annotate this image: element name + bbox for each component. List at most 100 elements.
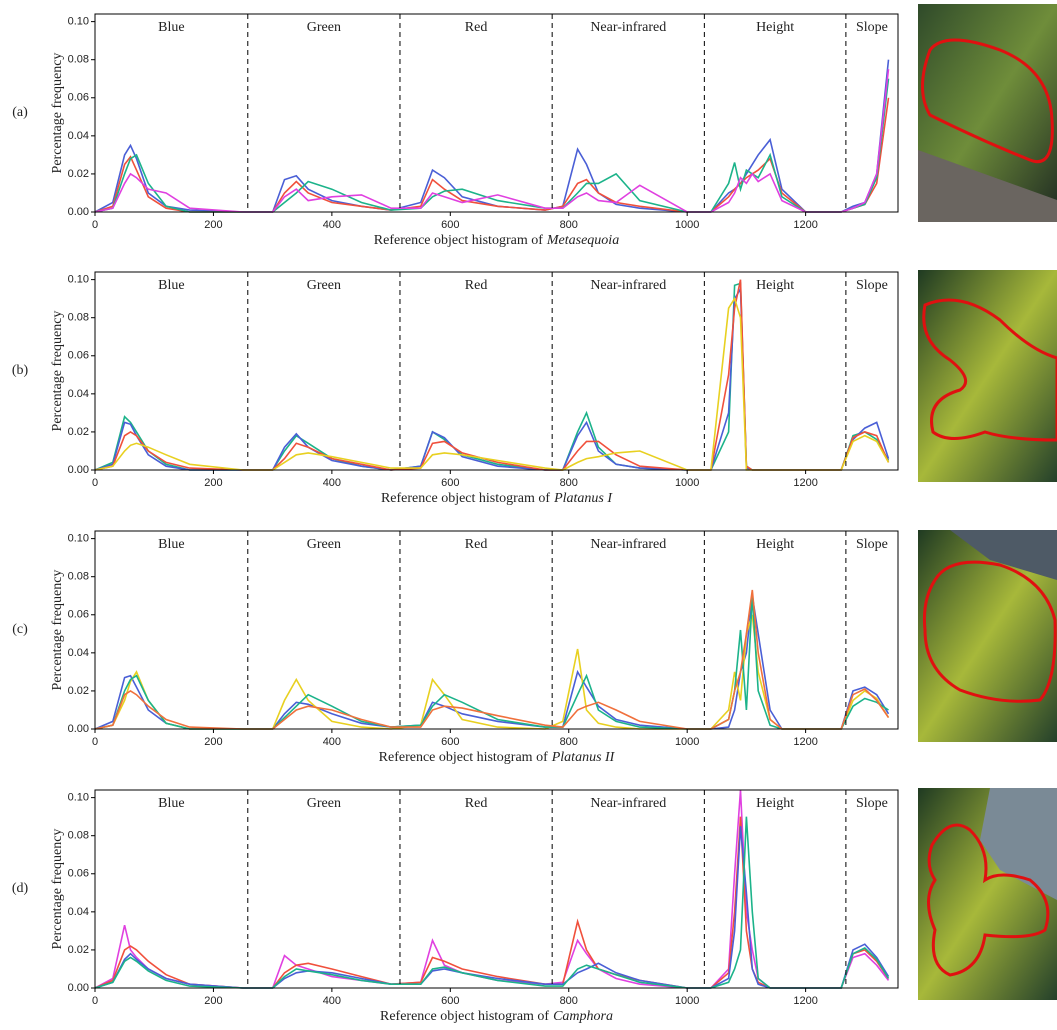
x-axis-label: Reference object histogram of Camphora [380,1009,613,1024]
species-name: Platanus I [553,491,613,506]
y-tick-label: 0.00 [68,464,89,476]
band-label: Slope [856,278,888,293]
x-tick-label: 0 [92,736,98,748]
data-line [94,589,890,730]
band-label: Height [756,20,794,35]
y-tick-label: 0.08 [68,571,89,583]
x-tick-label: 200 [204,995,222,1007]
band-label: Near-infrared [590,796,666,811]
x-tick-label: 1000 [675,219,699,231]
y-tick-label: 0.06 [68,868,89,880]
band-label: Blue [158,537,184,552]
band-label: Blue [158,278,184,293]
x-tick-label: 1200 [793,736,817,748]
plot-frame [94,789,899,989]
y-tick-label: 0.02 [68,944,89,956]
x-tick-label: 400 [323,219,341,231]
band-label: Slope [856,537,888,552]
x-axis-label-text: Reference object histogram of [380,1009,549,1024]
x-tick-label: 400 [323,736,341,748]
y-tick-label: 0.02 [68,426,89,438]
x-tick-label: 600 [441,477,459,489]
band-label: Near-infrared [590,20,666,35]
y-axis-label: Percentage frequency [50,311,65,432]
plot-frame [94,271,899,471]
x-tick-label: 400 [323,995,341,1007]
x-axis-label-text: Reference object histogram of [381,491,550,506]
y-tick-label: 0.00 [68,723,89,735]
plot-frame [94,13,899,213]
photo-b [918,270,1057,482]
data-line [94,595,890,730]
y-axis-label: Percentage frequency [50,570,65,691]
data-line [94,816,890,989]
band-label: Slope [856,20,888,35]
y-tick-label: 0.10 [68,792,89,804]
band-label: Green [307,278,341,293]
x-tick-label: 0 [92,219,98,231]
data-line [94,78,890,213]
band-label: Green [307,796,341,811]
band-label: Near-infrared [590,537,666,552]
y-tick-label: 0.06 [68,350,89,362]
band-label: Red [465,278,488,293]
y-tick-label: 0.00 [68,206,89,218]
panel-label: (a) [12,105,28,120]
y-tick-label: 0.04 [68,906,89,918]
x-tick-label: 800 [560,477,578,489]
panel-label: (b) [12,363,29,378]
y-tick-label: 0.06 [68,609,89,621]
y-tick-label: 0.08 [68,312,89,324]
x-tick-label: 800 [560,736,578,748]
species-name: Platanus II [551,750,616,765]
x-axis-label: Reference object histogram of Platanus II [379,750,616,765]
band-label: Green [307,537,341,552]
plot-frame [94,530,899,730]
panel: Blue Green Red Near-infrared Height Slope 0.00… [12,271,899,506]
band-label: Height [756,537,794,552]
y-tick-label: 0.06 [68,92,89,104]
data-line [94,282,890,471]
panel-label: (d) [12,881,29,896]
photo-d [918,788,1057,1000]
band-label: Near-infrared [590,278,666,293]
data-line [94,69,890,213]
x-tick-label: 1200 [793,477,817,489]
data-line [94,279,890,471]
x-tick-label: 1200 [793,219,817,231]
band-label: Height [756,796,794,811]
x-tick-label: 600 [441,995,459,1007]
y-tick-label: 0.08 [68,830,89,842]
y-tick-label: 0.02 [68,685,89,697]
data-line [94,789,890,989]
y-tick-label: 0.04 [68,388,89,400]
x-tick-label: 600 [441,736,459,748]
y-tick-label: 0.04 [68,647,89,659]
x-axis-label-text: Reference object histogram of [374,233,543,248]
y-tick-label: 0.04 [68,130,89,142]
panel-label: (c) [12,622,28,637]
data-line [94,286,890,471]
band-label: Green [307,20,341,35]
band-label: Slope [856,796,888,811]
band-label: Red [465,537,488,552]
x-tick-label: 800 [560,219,578,231]
x-tick-label: 200 [204,219,222,231]
band-label: Red [465,796,488,811]
x-axis-label: Reference object histogram of Platanus I [381,491,613,506]
band-label: Red [465,20,488,35]
data-line [94,296,890,471]
x-axis-label: Reference object histogram of Metasequoia [374,233,619,248]
band-label: Blue [158,796,184,811]
x-tick-label: 1000 [675,477,699,489]
x-tick-label: 0 [92,477,98,489]
y-axis-label: Percentage frequency [50,829,65,950]
y-tick-label: 0.08 [68,54,89,66]
band-label: Blue [158,20,184,35]
data-line [94,826,890,989]
species-name: Metasequoia [546,233,619,248]
y-axis-label: Percentage frequency [50,53,65,174]
x-tick-label: 600 [441,219,459,231]
x-tick-label: 1200 [793,995,817,1007]
